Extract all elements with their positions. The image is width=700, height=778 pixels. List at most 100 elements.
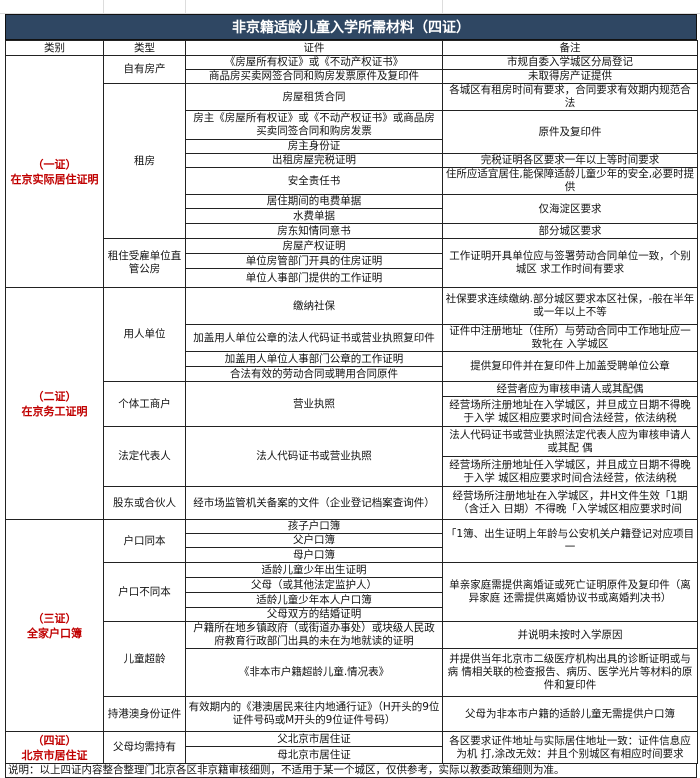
- category-name: 全家户口簿: [27, 626, 82, 640]
- type-cell: 父母均需持有: [103, 731, 186, 764]
- type-cell: 法定代表人: [103, 426, 186, 487]
- document-cell: 合法有效的劳动合同或聘用合同原件: [185, 366, 443, 382]
- document-cell: 加盖用人单位公章的法人代码证书或营业执照复印件: [185, 324, 443, 352]
- category-name: 在京务工证明: [21, 404, 88, 418]
- type-cell: 持港澳身份证件: [103, 696, 186, 732]
- document-cell: 母户口簿: [185, 547, 443, 563]
- type-cell: 股东或合伙人: [103, 486, 186, 520]
- footer-note: 说明：以上四证内容整合整理门北京各区非京籍审核细则，不适用于某一个城区，仅供参考…: [5, 764, 697, 778]
- note-cell: 「1簿、出生证明上年龄与公安机关户籍登记对应项目一: [442, 519, 698, 563]
- category-cell: （四证） 北京市居住证: [5, 731, 104, 764]
- note-cell: 原件及复印件: [442, 110, 698, 154]
- type-cell: 自有房产: [103, 55, 186, 84]
- table-row: 《非本市户籍超龄儿童.情况表》 并提供当年北京市二级医疗机构出具的诊断证明或与病 …: [6, 648, 698, 697]
- document-cell: 房屋产权证明: [185, 238, 443, 254]
- note-cell: 部分城区要求: [442, 223, 698, 239]
- table-row: （一证） 在京实际居住证明 自有房产 《房屋所有权证》或《不动产权证书》 市规自委入学城…: [5, 55, 698, 288]
- note-cell: 单亲家庭需提供离婚证或死亡证明原件及复印件（离异家庭 还需提供离婚协议书或离婚判…: [442, 562, 698, 622]
- document-cell: 父户口簿: [185, 533, 443, 548]
- type-cell: 租房: [103, 83, 186, 239]
- table-row: 经营场所注册地址在入学城区，并旦成立日期不得晚于入学 城区相应要求时间合法经营，…: [6, 396, 698, 427]
- top-grid-strip: [0, 0, 700, 14]
- table-row: 出租房屋完税证明 完税证明各区要求一年以上等时间要求: [6, 153, 698, 168]
- note-cell: 父母为非本市户籍的适龄儿童无需提供户口簿: [442, 696, 698, 732]
- type-cell: 用人单位: [103, 287, 186, 382]
- document-cell: 水费单据: [185, 208, 443, 224]
- header-type: 类型: [103, 40, 186, 56]
- table-row: 单位房管部门开具的住房证明: [6, 253, 698, 269]
- document-body: 非京籍适龄儿童入学所需材料（四证） 类别 类型 证件 备注 （一证） 在京实际居住…: [5, 14, 698, 778]
- note-cell: 经营场所注册地址在入学城区，井H文件生效「1期（含迁入 日期）不得晚「入学城区相…: [442, 486, 698, 520]
- header-category: 类别: [5, 40, 104, 56]
- note-cell: 工作证明开具单位应与签署劳动合同单位一致，个别城区 求工作时间有要求: [442, 238, 698, 288]
- table-row: （四证） 北京市居住证 父母均需持有 父北京市居住证 各区要求证件地址与实际居住地址一致…: [5, 731, 698, 764]
- table-row: 户口不同本 适龄儿童少年出生证明 单亲家庭需提供离婚证或死亡证明原件及复印件（离异家…: [6, 562, 698, 622]
- category-number: （四证）: [32, 733, 77, 747]
- category-number: （一证）: [32, 157, 77, 171]
- note-cell: 并说明未按时入学原因: [442, 621, 698, 649]
- note-cell: 各区要求证件地址与实际居住地址一致：证件信息应为机 打,涂改无效：并且个别城区有…: [442, 731, 698, 764]
- table-row: 水费单据: [6, 208, 698, 224]
- table-row: 居住期间的电费单据 仅海淀区要求: [6, 194, 698, 224]
- document-cell: 出租房屋完税证明: [185, 153, 443, 168]
- category-cell: （一证） 在京实际居住证明: [5, 55, 104, 288]
- table-row: 经营场所注册地址任入学城区，并且成立日期不得晚于入学 城区相应要求时间合法经营，…: [6, 456, 698, 487]
- type-cell: 户口同本: [103, 519, 186, 563]
- document-cell: 房主《房屋所有权证》或《不动产权证书》或商品房 买卖同签合同和购房发票: [185, 110, 443, 140]
- document-cell: 安全责任书: [185, 167, 443, 195]
- table-row: 加盖用人单位人事部门公章的工作证明 提供复印件并在复印件上加盖受聘单位公章: [6, 351, 698, 382]
- document-cell: 房屋租赁合同: [185, 83, 443, 111]
- table-row: 个体工商户 营业执照 经营者应为审核申请人或其配偶: [6, 381, 698, 427]
- table-row: 儿童超龄 户籍所在地乡镇政府（或街道办事处）或块级人民政 府教育行政部门出具的未在…: [6, 621, 698, 697]
- document-cell: 《非本市户籍超龄儿童.情况表》: [185, 648, 443, 697]
- table-row: 单位人事部门提供的工作证明: [6, 268, 698, 288]
- document-cell: 孩子户口簿: [185, 519, 443, 534]
- category-cell: （三证） 全家户口簿: [5, 519, 104, 732]
- header-note: 备注: [442, 40, 698, 56]
- document-cell: 经市场监管机关备案的文件（企业登记档案查询件）: [185, 486, 443, 520]
- document-cell: 房主身份证: [185, 139, 443, 154]
- note-cell: 仅海淀区要求: [442, 194, 698, 224]
- note-cell: 市规自委入学城区分局登记: [442, 55, 698, 70]
- note-cell: 并提供当年北京市二级医疗机构出具的诊断证明或与病 情相关联的检查报告、病历、医学…: [442, 648, 698, 697]
- table-row: 股东或合伙人 经市场监管机关备案的文件（企业登记档案查询件） 经营场所注册地址在入学…: [6, 486, 698, 520]
- document-cell: 有效期内的《港澳居民来往内地通行证》（H开头的9位证件号码或M开头的9位证件号码…: [185, 696, 443, 732]
- note-cell: 证件中注册地址（住所）与劳动合同中工作地址应一致牝在 入学城区: [442, 324, 698, 352]
- type-cell: 户口不同本: [103, 562, 186, 622]
- document-cell: 父母（或其他法定监护人）: [185, 577, 443, 593]
- document-cell: 母北京市居住证: [185, 746, 443, 764]
- page-title: 非京籍适龄儿童入学所需材料（四证）: [5, 14, 697, 40]
- table-row: （二证） 在京务工证明 用人单位 缴纳社保 社保要求连续缴纳.部分城区要求本区社保，-般…: [5, 287, 698, 520]
- note-cell: 未取得房产证提供: [442, 69, 698, 84]
- document-cell: 缴纳社保: [185, 287, 443, 325]
- type-cell: 个体工商户: [103, 381, 186, 427]
- note-cell: 住所应适宜居住,能保障适龄儿童少年的安全,必要时提供: [442, 167, 698, 195]
- header-row: 类别 类型 证件 备注: [5, 40, 698, 56]
- document-cell: 《房屋所有权证》或《不动产权证书》: [185, 55, 443, 70]
- table-row: （三证） 全家户口簿 户口同本 孩子户口簿 「1簿、出生证明上年龄与公安机关户籍登记对应…: [5, 519, 698, 732]
- materials-table: 类别 类型 证件 备注 （一证） 在京实际居住证明 自有房产 《房屋所有权证》或《不动…: [5, 40, 698, 764]
- type-cell: 租住受雇单位直管公房: [103, 238, 186, 288]
- note-cell: 经营场所注册地址任入学城区，并且成立日期不得晚于入学 城区相应要求时间合法经营，…: [442, 456, 698, 487]
- document-cell: 单位房管部门开具的住房证明: [185, 253, 443, 269]
- table-row: 法定代表人 法人代码证书或营业执照 法人代码证书或营业执照法定代表人应为审核申请人或…: [6, 426, 698, 487]
- note-cell: 提供复印件并在复印件上加盖受聘单位公章: [442, 351, 698, 382]
- document-cell: 营业执照: [185, 381, 443, 427]
- table-row: 持港澳身份证件 有效期内的《港澳居民来往内地通行证》（H开头的9位证件号码或M开头…: [6, 696, 698, 732]
- note-cell: 社保要求连续缴纳.部分城区要求本区社保，-般在半年或一年以上不等: [442, 287, 698, 325]
- document-cell: 加盖用人单位人事部门公章的工作证明: [185, 351, 443, 367]
- note-cell: 经营场所注册地址在入学城区，并旦成立日期不得晚于入学 城区相应要求时间合法经营，…: [442, 396, 698, 427]
- document-cell: 商品房买卖网签合同和购房发票原件及复印件: [185, 69, 443, 84]
- document-cell: 法人代码证书或营业执照: [185, 426, 443, 487]
- table-row: 租住受雇单位直管公房 房屋产权证明 工作证明开具单位应与签署劳动合同单位一致，个别城…: [6, 238, 698, 288]
- document-cell: 父母双方的结婚证明: [185, 607, 443, 622]
- note-cell: 法人代码证书或营业执照法定代表人应为审核申请人或其配 偶: [442, 426, 698, 457]
- note-cell: 各城区有租房时间有要求，合同要求有效期内规范合法: [442, 83, 698, 111]
- document-cell: 适龄儿童少年本人户口簿: [185, 592, 443, 608]
- category-number: （三证）: [32, 611, 77, 625]
- document-cell: 居住期间的电费单据: [185, 194, 443, 209]
- header-document: 证件: [185, 40, 443, 56]
- type-cell: 儿童超龄: [103, 621, 186, 697]
- document-cell: 适龄儿童少年出生证明: [185, 562, 443, 578]
- document-cell: 房东知情同意书: [185, 223, 443, 239]
